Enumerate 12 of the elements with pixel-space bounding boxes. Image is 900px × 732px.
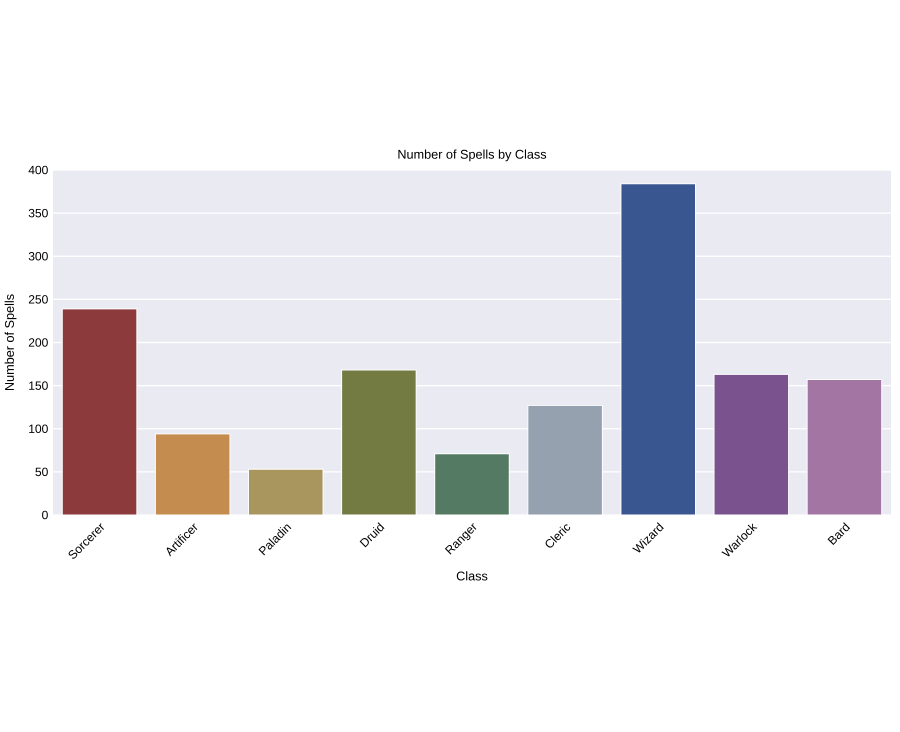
y-tick-label: 0 (42, 510, 48, 520)
y-tick-label: 250 (28, 295, 48, 304)
y-tick-label: 200 (28, 338, 48, 347)
x-axis-title: Class (456, 571, 488, 580)
y-tick-label: 350 (28, 208, 48, 218)
chart-title: Number of Spells by Class (398, 149, 546, 162)
y-axis-title: Number of Spells (4, 294, 16, 390)
y-tick-label: 150 (29, 381, 48, 390)
y-tick-label: 100 (29, 424, 48, 433)
y-tick-label: 400 (28, 166, 48, 174)
y-tick-label: 300 (28, 252, 48, 260)
y-tick-label: 50 (35, 468, 48, 476)
